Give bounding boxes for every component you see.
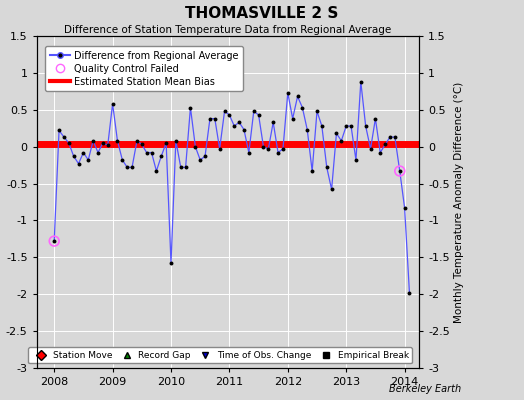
- Point: [386, 134, 394, 140]
- Point: [191, 144, 200, 150]
- Point: [235, 119, 243, 126]
- Text: Berkeley Earth: Berkeley Earth: [389, 384, 461, 394]
- Point: [352, 157, 360, 163]
- Point: [396, 168, 404, 174]
- Point: [50, 238, 58, 244]
- Point: [186, 104, 194, 111]
- Point: [211, 116, 219, 122]
- Point: [332, 130, 341, 136]
- Point: [240, 126, 248, 133]
- Point: [162, 140, 170, 146]
- Point: [143, 149, 151, 156]
- Point: [79, 149, 88, 156]
- Point: [177, 164, 185, 170]
- Point: [342, 123, 351, 129]
- Point: [376, 149, 385, 156]
- Y-axis label: Monthly Temperature Anomaly Difference (°C): Monthly Temperature Anomaly Difference (…: [454, 81, 464, 323]
- Point: [167, 260, 175, 266]
- Point: [347, 123, 355, 129]
- Point: [147, 149, 156, 156]
- Point: [318, 123, 326, 129]
- Point: [274, 149, 282, 156]
- Point: [55, 127, 63, 134]
- Point: [396, 168, 404, 174]
- Text: THOMASVILLE 2 S: THOMASVILLE 2 S: [185, 6, 339, 21]
- Point: [221, 108, 229, 114]
- Point: [245, 149, 253, 156]
- Point: [255, 112, 263, 118]
- Point: [70, 153, 78, 160]
- Point: [283, 90, 292, 96]
- Point: [201, 153, 209, 160]
- Point: [323, 164, 331, 170]
- Point: [269, 119, 277, 126]
- Point: [371, 116, 379, 122]
- Point: [230, 123, 238, 129]
- Point: [181, 164, 190, 170]
- Point: [108, 101, 117, 107]
- Point: [104, 142, 112, 148]
- Point: [259, 144, 268, 150]
- Point: [157, 153, 166, 160]
- Point: [249, 108, 258, 114]
- Point: [84, 157, 92, 163]
- Legend: Station Move, Record Gap, Time of Obs. Change, Empirical Break: Station Move, Record Gap, Time of Obs. C…: [28, 347, 412, 364]
- Point: [337, 138, 345, 144]
- Point: [152, 168, 160, 174]
- Point: [308, 168, 316, 174]
- Point: [172, 138, 180, 144]
- Point: [94, 149, 102, 156]
- Point: [128, 164, 136, 170]
- Point: [391, 134, 399, 140]
- Point: [64, 140, 73, 146]
- Point: [99, 140, 107, 146]
- Point: [400, 205, 409, 211]
- Point: [133, 138, 141, 144]
- Point: [50, 238, 58, 244]
- Point: [381, 141, 389, 148]
- Point: [303, 126, 311, 133]
- Point: [123, 164, 132, 170]
- Point: [298, 104, 307, 111]
- Point: [279, 146, 287, 152]
- Point: [362, 123, 370, 129]
- Point: [196, 157, 204, 163]
- Point: [118, 157, 126, 163]
- Point: [313, 108, 321, 114]
- Point: [60, 134, 68, 140]
- Point: [405, 290, 413, 296]
- Point: [357, 78, 365, 85]
- Point: [206, 116, 214, 122]
- Point: [288, 116, 297, 122]
- Point: [225, 112, 234, 118]
- Point: [328, 186, 336, 193]
- Point: [138, 141, 146, 148]
- Point: [264, 146, 272, 152]
- Title: Difference of Station Temperature Data from Regional Average: Difference of Station Temperature Data f…: [64, 25, 391, 35]
- Point: [366, 146, 375, 152]
- Point: [89, 138, 97, 144]
- Point: [215, 146, 224, 152]
- Point: [293, 93, 302, 100]
- Point: [113, 138, 122, 144]
- Point: [74, 160, 83, 167]
